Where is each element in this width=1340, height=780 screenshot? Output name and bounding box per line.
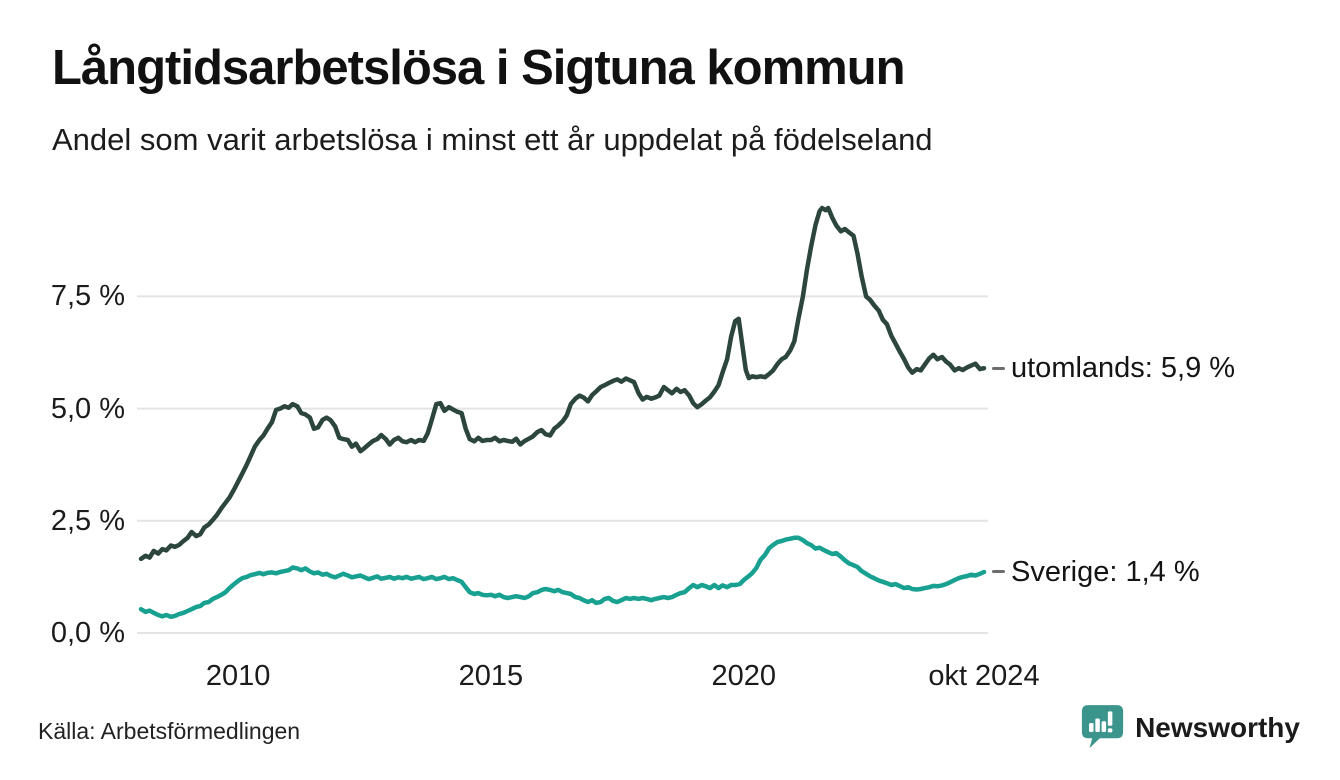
newsworthy-wordmark: Newsworthy bbox=[1135, 711, 1300, 743]
source-note: Källa: Arbetsförmedlingen bbox=[38, 718, 301, 744]
newsworthy-logo: Newsworthy bbox=[1081, 704, 1300, 751]
series-end-label-text: Sverige: 1,4 % bbox=[1011, 555, 1200, 588]
y-axis-tick-label: 2,5 % bbox=[50, 504, 125, 537]
leader-dash bbox=[992, 366, 1005, 370]
series-line-Sverige bbox=[138, 535, 987, 620]
y-axis-tick-label: 0,0 % bbox=[50, 617, 125, 649]
y-axis-tick-label: 5,0 % bbox=[50, 392, 125, 425]
leader-dash bbox=[992, 570, 1005, 574]
newsworthy-speech-bubble-icon bbox=[1081, 705, 1124, 749]
series-end-label-utomlands: utomlands: 5,9 % bbox=[992, 350, 1235, 386]
y-axis-tick-label: 7,5 % bbox=[50, 280, 125, 313]
series-end-label-text: utomlands: 5,9 % bbox=[1011, 352, 1236, 385]
x-axis-tick-label: 2015 bbox=[458, 660, 524, 692]
page-title: Långtidsarbetslösa i Sigtuna kommun bbox=[52, 41, 906, 95]
x-axis-tick-label: 2020 bbox=[711, 660, 777, 692]
x-axis-tick-label: okt 2024 bbox=[928, 660, 1040, 692]
x-axis-tick-label: 2010 bbox=[205, 660, 271, 692]
series-end-label-Sverige: Sverige: 1,4 % bbox=[992, 554, 1200, 590]
series-line-utomlands bbox=[138, 205, 987, 562]
page-subtitle: Andel som varit arbetslösa i minst ett å… bbox=[52, 122, 933, 157]
